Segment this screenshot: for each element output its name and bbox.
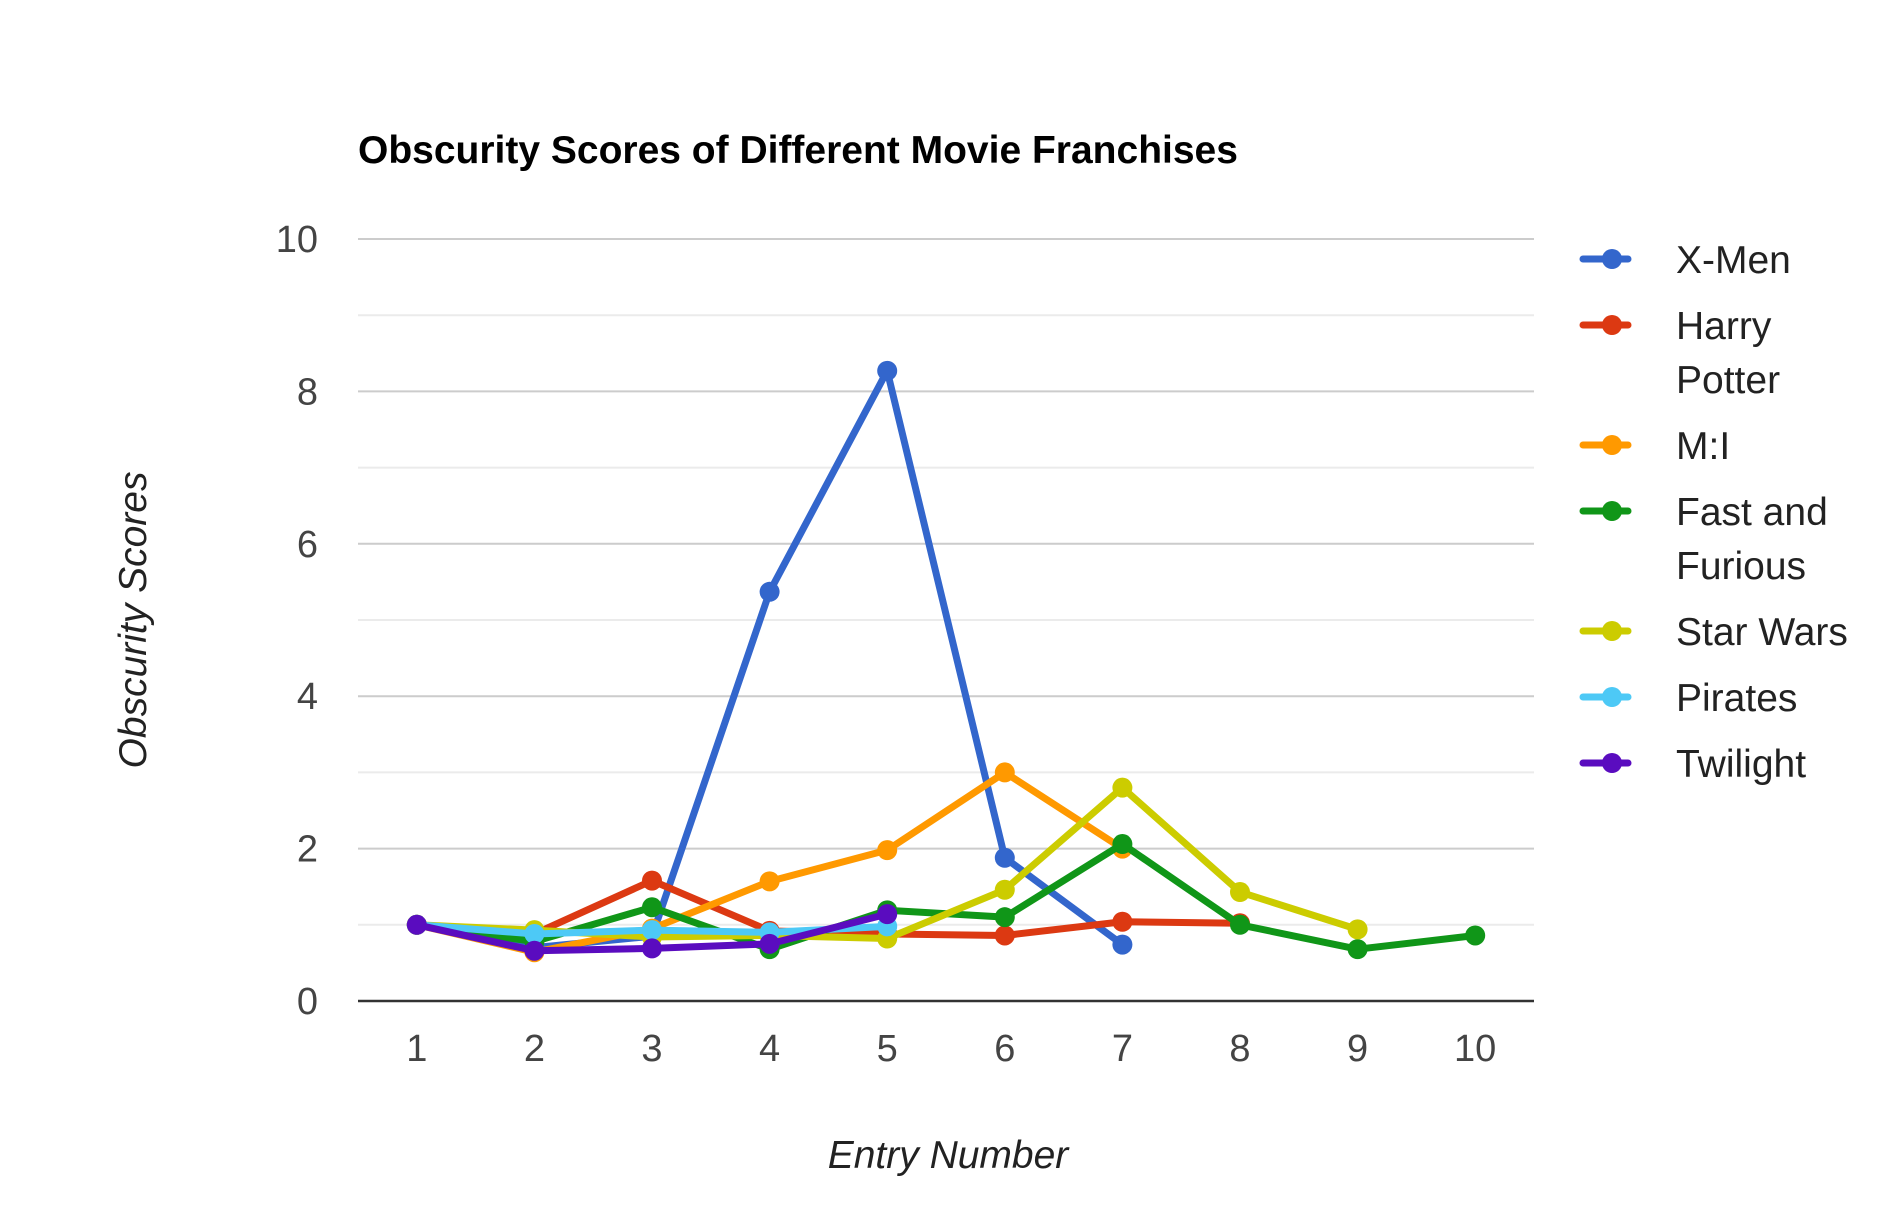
- x-tick-label: 1: [406, 1028, 427, 1070]
- legend-item-harry-potter: Harry Potter: [1579, 305, 1780, 402]
- x-tick-label: 4: [759, 1028, 780, 1070]
- data-point: [759, 581, 780, 602]
- x-tick-label: 6: [994, 1028, 1015, 1070]
- data-point: [877, 360, 898, 381]
- data-point: [994, 925, 1015, 946]
- y-tick-label: 0: [297, 981, 318, 1023]
- legend-label: Pirates: [1676, 677, 1797, 720]
- data-point: [524, 923, 545, 944]
- series-x-men: [406, 360, 1133, 958]
- data-point: [759, 871, 780, 892]
- legend-label: Potter: [1676, 359, 1780, 402]
- legend-label: Harry: [1676, 305, 1772, 348]
- data-point: [524, 940, 545, 961]
- legend-label: Fast and: [1676, 491, 1828, 534]
- legend-item-fast-and-furious: Fast and Furious: [1579, 491, 1828, 588]
- legend-item-twilight: Twilight: [1579, 743, 1806, 786]
- legend-label: Star Wars: [1676, 611, 1848, 654]
- legend-swatch-point: [1602, 249, 1622, 269]
- legend-swatch-point: [1602, 687, 1622, 707]
- gridlines: [358, 238, 1534, 926]
- legend-label: X-Men: [1676, 239, 1791, 282]
- data-point: [994, 847, 1015, 868]
- x-axis-title: Entry Number: [828, 1134, 1071, 1177]
- x-tick-label: 9: [1347, 1028, 1368, 1070]
- data-point: [759, 933, 780, 954]
- x-tick-label: 5: [877, 1028, 898, 1070]
- legend-swatch-point: [1602, 753, 1622, 773]
- legend-swatch-point: [1602, 435, 1622, 455]
- series-twilight: [406, 904, 898, 961]
- data-point: [1347, 939, 1368, 960]
- x-tick-label: 7: [1112, 1028, 1133, 1070]
- data-point: [1347, 919, 1368, 940]
- legend-swatch-point: [1602, 315, 1622, 335]
- data-point: [1465, 925, 1486, 946]
- data-point: [406, 914, 427, 935]
- data-point: [1112, 777, 1133, 798]
- data-point: [877, 840, 898, 861]
- data-point: [1112, 911, 1133, 932]
- y-tick-label: 4: [297, 676, 318, 718]
- data-point: [994, 762, 1015, 783]
- legend-item-pirates: Pirates: [1579, 677, 1797, 720]
- x-tick-label: 8: [1229, 1028, 1250, 1070]
- legend-label: M:I: [1676, 425, 1730, 468]
- legend-item-x-men: X-Men: [1579, 239, 1791, 282]
- data-point: [877, 904, 898, 925]
- x-tick-label: 2: [524, 1028, 545, 1070]
- legend-swatch-point: [1602, 621, 1622, 641]
- data-point: [1112, 834, 1133, 855]
- data-point: [642, 920, 662, 941]
- y-tick-label: 8: [297, 371, 318, 413]
- data-point: [642, 938, 662, 959]
- legend-label: Furious: [1676, 545, 1806, 588]
- series-lines: [406, 360, 1486, 963]
- legend-swatch-point: [1602, 501, 1622, 521]
- legend-label: Twilight: [1676, 743, 1806, 786]
- legend: X-Men Harry Potter M:I Fast and Furious Star W…: [1579, 239, 1848, 786]
- series-fast-and-furious: [406, 834, 1486, 960]
- data-point: [994, 907, 1015, 928]
- y-tick-label: 6: [297, 524, 318, 566]
- data-point: [1230, 882, 1250, 903]
- y-axis-title: Obscurity Scores: [112, 472, 155, 769]
- legend-item-star-wars: Star Wars: [1579, 611, 1848, 654]
- series-line: [413, 367, 1126, 952]
- data-point: [1112, 934, 1133, 955]
- data-point: [994, 879, 1015, 900]
- data-point: [642, 870, 662, 891]
- x-tick-label: 3: [641, 1028, 662, 1070]
- chart-title: Obscurity Scores of Different Movie Fran…: [358, 129, 1238, 172]
- y-tick-label: 2: [297, 829, 318, 871]
- legend-item-m-i: M:I: [1579, 425, 1730, 468]
- y-tick-label: 10: [276, 219, 318, 261]
- data-point: [642, 897, 662, 918]
- data-point: [1230, 914, 1250, 935]
- x-tick-label: 10: [1454, 1028, 1496, 1070]
